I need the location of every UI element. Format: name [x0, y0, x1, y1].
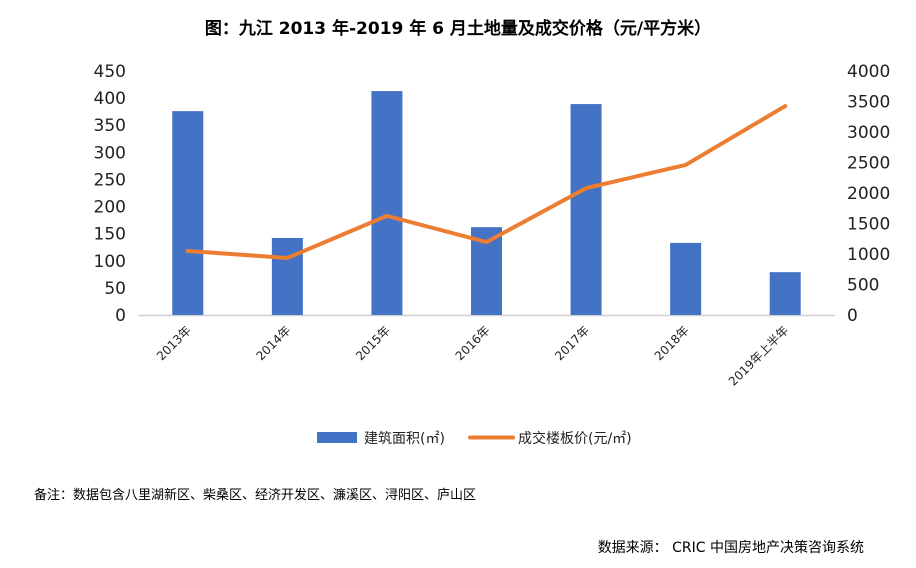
source-note: 数据来源： CRIC 中国房地产决策咨询系统 [597, 540, 864, 556]
left-axis-tick-label: 350 [94, 116, 126, 136]
right-axis-tick-label: 500 [847, 276, 879, 296]
x-tick-label: 2015年 [353, 323, 393, 363]
x-tick-label: 2014年 [253, 323, 293, 363]
x-tick-label: 2017年 [552, 323, 592, 363]
x-tick-label: 2013年 [154, 323, 194, 363]
left-axis-tick-label: 300 [94, 143, 126, 163]
left-axis-tick-label: 100 [94, 252, 126, 272]
x-tick-label: 2016年 [453, 323, 493, 363]
legend-bar-label: 建筑面积(㎡) [364, 431, 445, 447]
right-axis-tick-label: 4000 [847, 62, 890, 82]
legend-line-label: 成交楼板价(元/㎡) [518, 430, 632, 447]
bar-2014年 [271, 238, 303, 315]
bar-2015年 [371, 91, 403, 315]
left-axis-tick-label: 400 [94, 89, 126, 109]
bar-2013年 [172, 111, 204, 315]
left-axis-tick-label: 200 [94, 198, 126, 218]
x-tick-label: 2019年上半年 [726, 323, 791, 388]
bar-2019年上半年 [769, 272, 801, 315]
x-tick-label: 2018年 [652, 323, 692, 363]
bar-2018年 [670, 242, 702, 315]
left-axis-tick-label: 50 [104, 279, 126, 299]
right-axis-tick-label: 0 [847, 306, 858, 326]
right-axis-tick-label: 1000 [847, 245, 890, 265]
left-axis-tick-label: 250 [94, 170, 126, 190]
bar-2017年 [570, 104, 602, 315]
right-axis-tick-label: 3000 [847, 123, 890, 143]
right-axis-tick-label: 2500 [847, 154, 890, 174]
left-axis-tick-label: 150 [94, 225, 126, 245]
legend-bar-swatch [317, 432, 357, 443]
right-axis-tick-label: 3500 [847, 93, 890, 113]
left-axis-tick-label: 450 [94, 62, 126, 82]
left-axis-tick-label: 0 [115, 306, 126, 326]
footnote: 备注：数据包含八里湖新区、柴桑区、经济开发区、濂溪区、浔阳区、庐山区 [34, 488, 477, 503]
right-axis-tick-label: 1500 [847, 215, 890, 235]
right-axis-tick-label: 2000 [847, 184, 890, 204]
chart-title: 图：九江 2013 年-2019 年 6 月土地量及成交价格（元/平方米） [204, 19, 712, 39]
